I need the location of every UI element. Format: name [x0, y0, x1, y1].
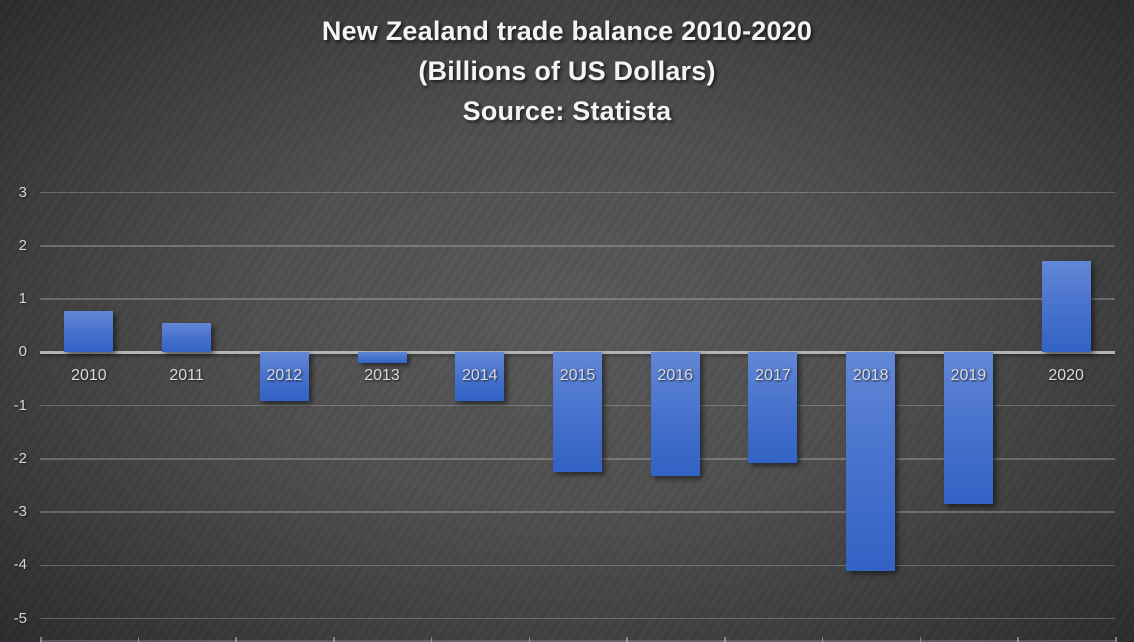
- x-axis-category-label-2017: 2017: [755, 367, 791, 385]
- x-axis-category-label-2019: 2019: [950, 367, 987, 385]
- bottom-axis-tick: [137, 637, 140, 642]
- bottom-axis-tick: [1017, 637, 1019, 642]
- x-axis-category-label-2012: 2012: [266, 367, 303, 385]
- bottom-axis-tick: [821, 637, 824, 642]
- bar-2011: [162, 323, 212, 353]
- chart-source: Source: Statista: [462, 96, 672, 126]
- bar-2012: [259, 352, 309, 401]
- bottom-axis-tick: [235, 637, 237, 642]
- bar-2019: [943, 352, 993, 504]
- bottom-axis-tick: [626, 637, 628, 642]
- x-axis-category-label-2016: 2016: [657, 367, 694, 385]
- y-axis-tick-label-1: 1: [18, 290, 27, 308]
- y-axis-tick-label--2: -2: [13, 449, 27, 467]
- bar-2014: [455, 352, 505, 402]
- x-axis-category-label-2014: 2014: [461, 367, 498, 385]
- x-axis-category-label-2010: 2010: [71, 367, 107, 385]
- y-axis-tick-label-0: 0: [18, 343, 27, 361]
- bottom-axis-tick: [40, 637, 42, 642]
- chart-title: New Zealand trade balance 2010-2020: [321, 16, 813, 46]
- bottom-axis-tick: [1115, 637, 1117, 642]
- gridline-y-5: [40, 617, 1115, 620]
- y-axis-tick-label--1: -1: [13, 396, 27, 414]
- y-axis-tick-label--3: -3: [13, 503, 27, 521]
- bar-2020: [1041, 261, 1091, 353]
- bottom-axis-tick: [528, 637, 531, 642]
- x-axis-category-label-2018: 2018: [852, 367, 889, 385]
- chart-title-block: New Zealand trade balance 2010-2020 (Bil…: [0, 11, 1134, 131]
- bar-2016: [650, 352, 700, 477]
- bottom-axis-tick: [919, 637, 922, 642]
- x-axis-category-label-2013: 2013: [364, 367, 400, 385]
- x-axis-category-label-2015: 2015: [559, 367, 596, 385]
- x-axis-category-label-2011: 2011: [169, 367, 204, 385]
- y-axis-tick-label--5: -5: [13, 609, 27, 627]
- bar-2013: [357, 352, 407, 364]
- bottom-axis-line: [40, 640, 1115, 642]
- y-axis-tick-label-2: 2: [18, 236, 27, 254]
- gridline-y-4: [40, 564, 1115, 567]
- bar-2018: [846, 352, 896, 572]
- gridline-y2: [40, 245, 1115, 247]
- gridline-y1: [40, 298, 1115, 300]
- x-axis-category-label-2020: 2020: [1048, 367, 1084, 385]
- gridline-y3: [40, 191, 1115, 194]
- y-axis-tick-label-3: 3: [18, 183, 27, 201]
- bar-2010: [64, 311, 114, 353]
- bar-2017: [748, 352, 798, 463]
- chart-subtitle: (Billions of US Dollars): [418, 56, 716, 86]
- bottom-axis-tick: [333, 637, 335, 642]
- bottom-axis-tick: [430, 637, 433, 642]
- gridline-y-3: [40, 511, 1115, 513]
- bar-2015: [553, 352, 602, 472]
- y-axis-tick-label--4: -4: [13, 556, 27, 574]
- bottom-axis-tick: [724, 637, 726, 642]
